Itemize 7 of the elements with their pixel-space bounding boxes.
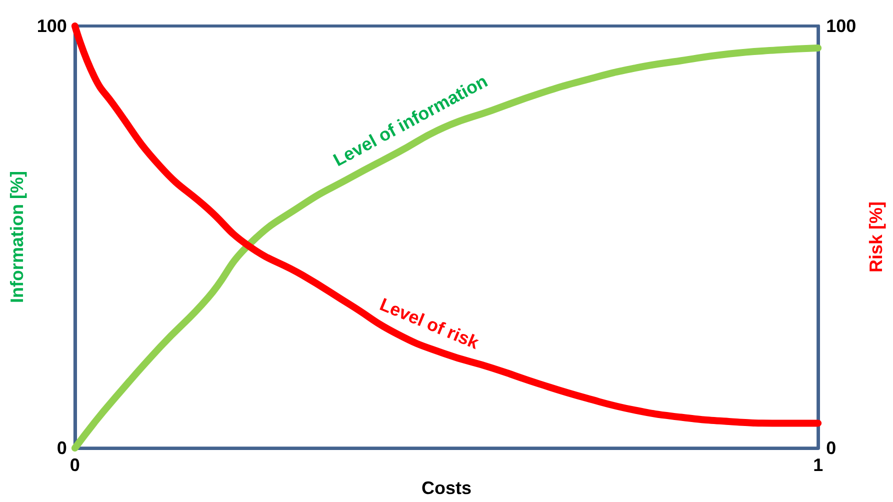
y2-axis-title: Risk [%] — [866, 202, 886, 273]
text: Level of risk — [376, 294, 483, 354]
y-axis-title: Information [%] — [7, 171, 27, 304]
y2-tick-label: 0 — [826, 438, 836, 458]
y2-tick-label: 100 — [826, 16, 856, 36]
x-axis-title: Costs — [421, 478, 472, 498]
x-tick-label: 1 — [813, 455, 824, 476]
